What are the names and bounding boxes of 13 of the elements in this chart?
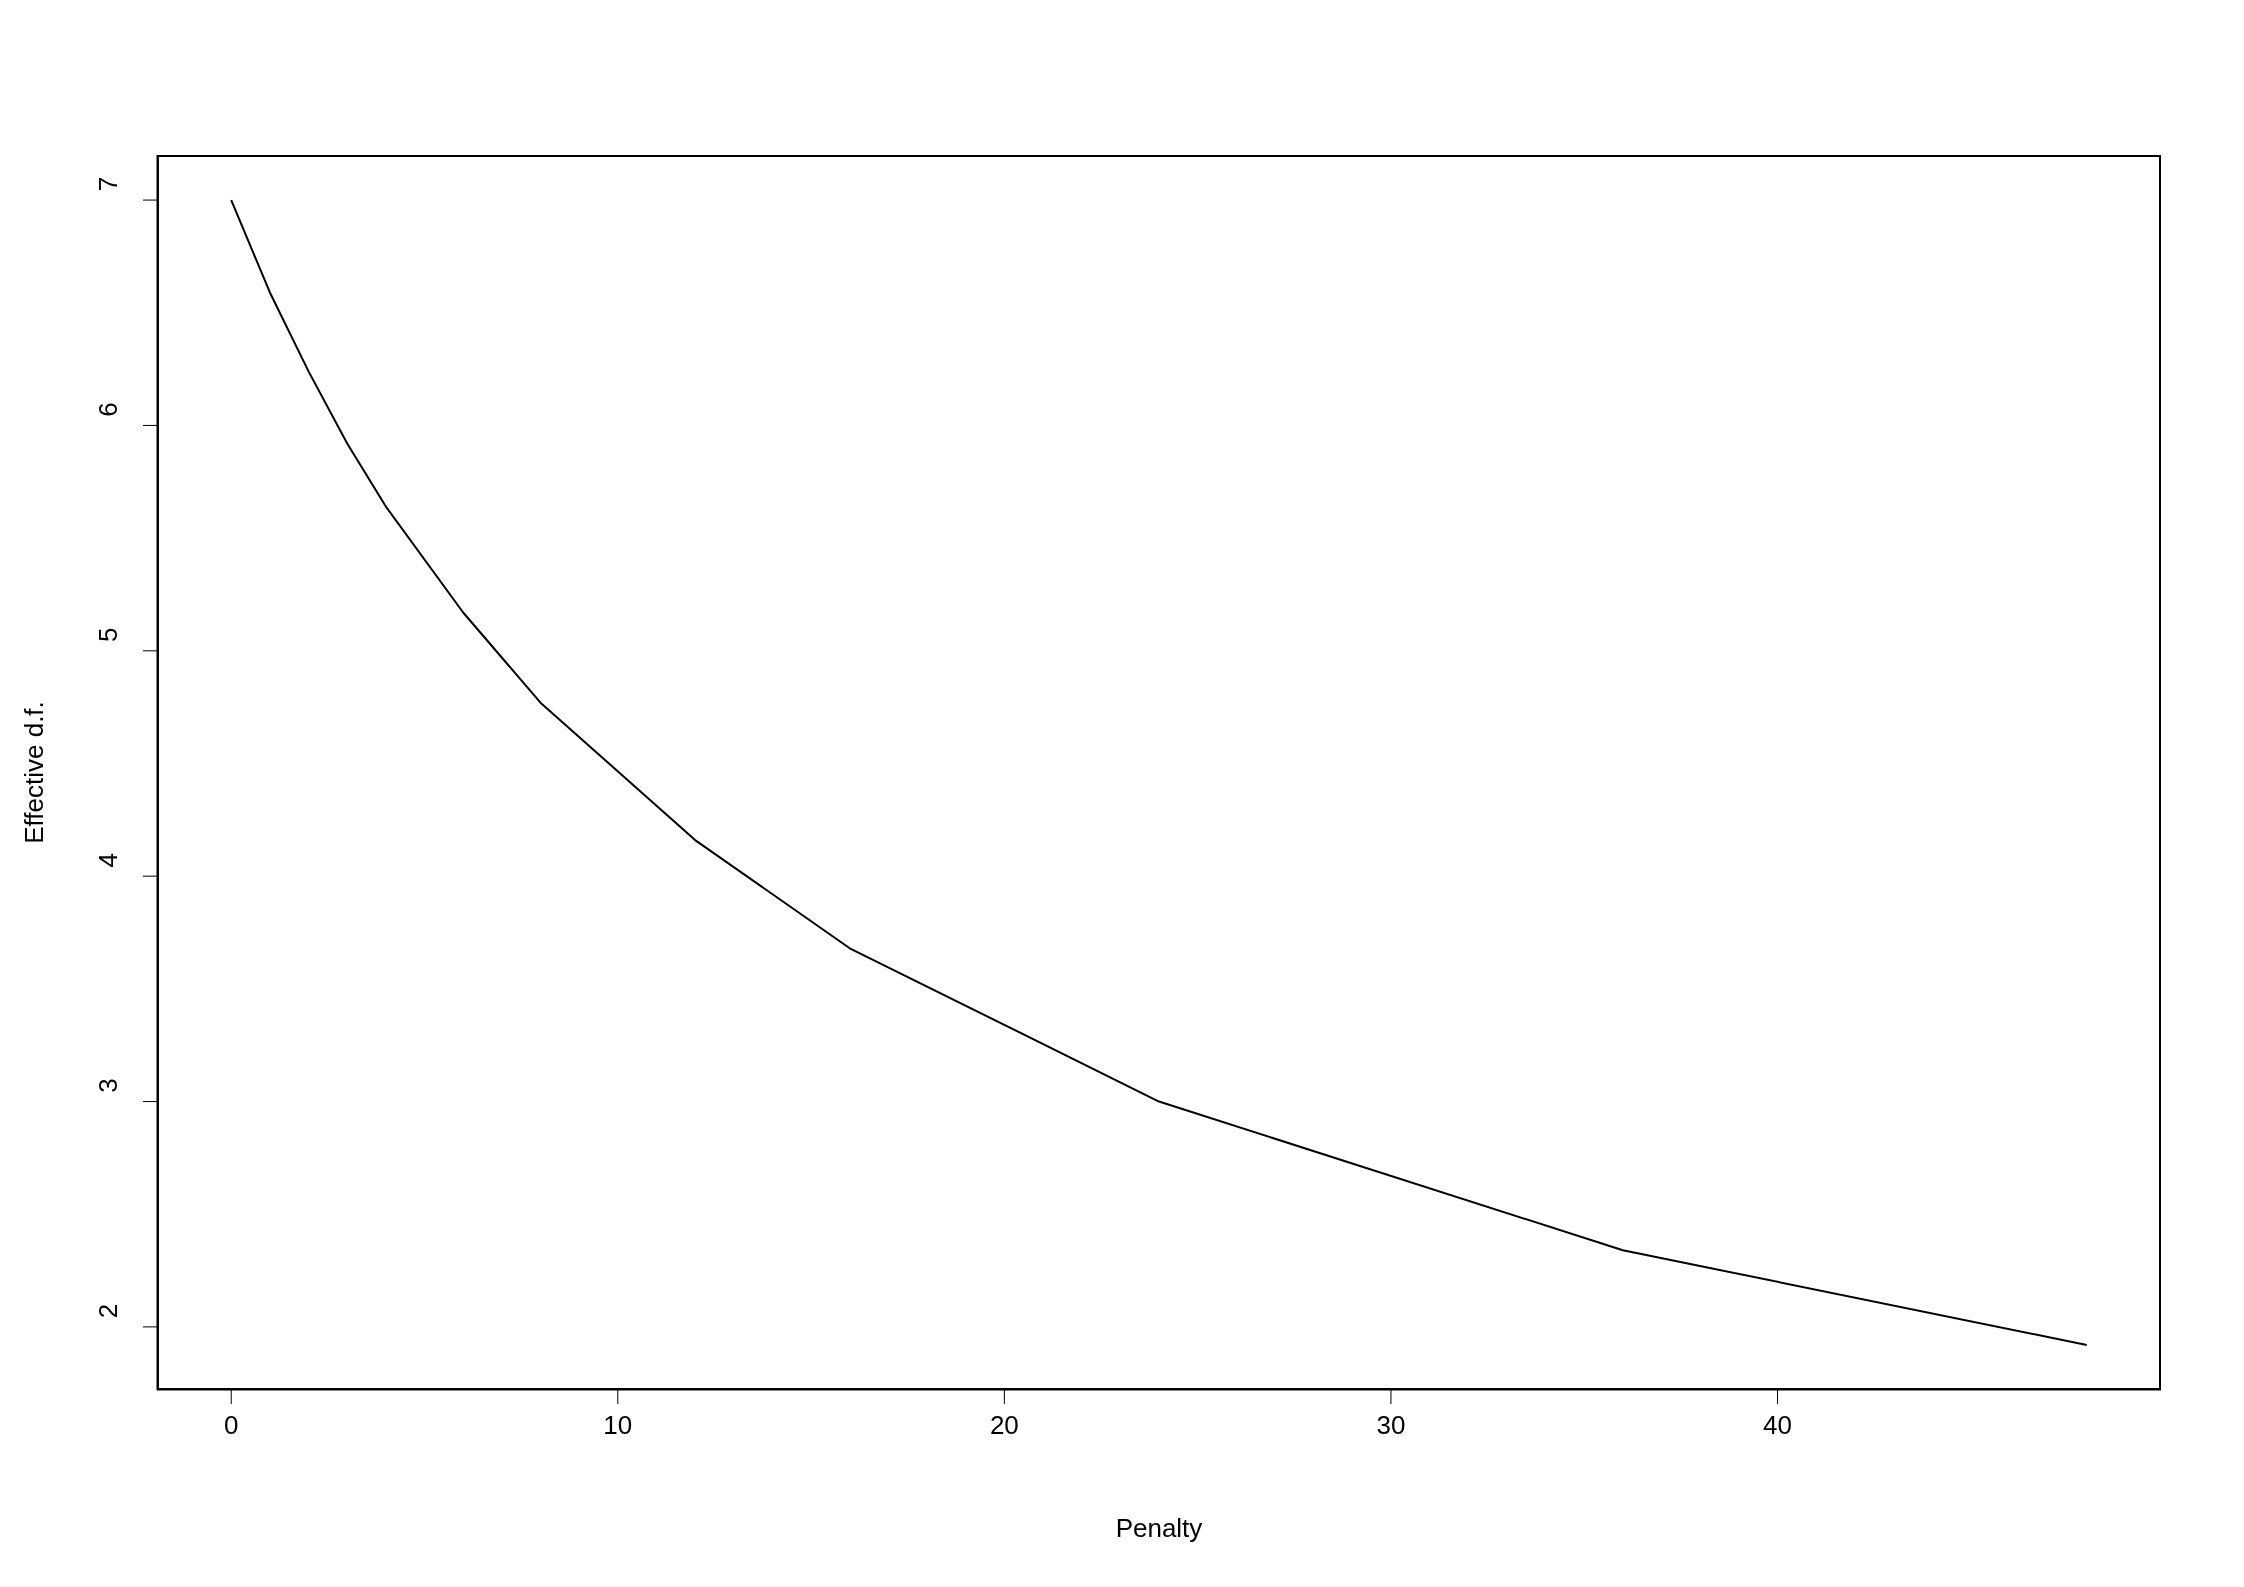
- y-axis-title: Effective d.f.: [19, 701, 50, 844]
- y-tick-label: 2: [93, 1303, 123, 1319]
- x-tick-label: 10: [603, 1410, 633, 1441]
- y-tick-label: 6: [93, 402, 123, 417]
- x-tick-label: 30: [1376, 1410, 1406, 1441]
- x-tick-label: 0: [223, 1410, 239, 1441]
- y-tick-label: 7: [93, 176, 123, 192]
- y-tick-label: 4: [93, 852, 123, 868]
- y-tick-label: 5: [93, 627, 123, 643]
- x-tick-label: 40: [1763, 1410, 1792, 1441]
- x-axis-title: Penalty: [1115, 1513, 1203, 1543]
- x-tick-label: 20: [989, 1410, 1019, 1441]
- y-tick-label: 3: [93, 1078, 123, 1093]
